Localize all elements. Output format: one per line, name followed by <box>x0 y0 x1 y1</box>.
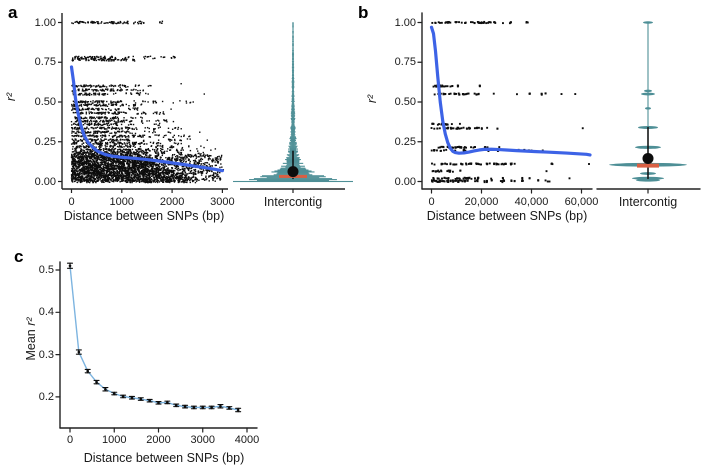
panel-c-x-tick: 3000 <box>190 434 215 446</box>
panel-a-x-axis-label: Distance between SNPs (bp) <box>63 209 225 223</box>
panel-a-label: a <box>8 3 18 22</box>
panel-b-y-tick: 0.00 <box>394 175 416 188</box>
panel-b-x-tick: 20,000 <box>464 196 499 208</box>
panel-a-y-tick: 0.50 <box>34 95 56 108</box>
panel-c-x-tick: 4000 <box>234 434 260 446</box>
panel-a-y-axis-label: r² <box>4 92 18 102</box>
panel-b-y-tick: 0.50 <box>394 95 416 108</box>
panel-c-y-tick: 0.5 <box>38 263 54 276</box>
panel-b-x-tick: 60,000 <box>564 196 599 208</box>
panel-c-x-tick: 0 <box>66 434 74 446</box>
panel-a-x-tick: 3000 <box>210 196 235 208</box>
panel-a-x-tick: 1000 <box>109 196 135 208</box>
panel-b-violin-label: Intercontig <box>618 195 678 209</box>
panel-a-y-tick: 0.75 <box>34 56 56 69</box>
panel-c-y-tick: 0.4 <box>38 306 54 319</box>
panel-b-y-tick: 0.75 <box>394 56 416 69</box>
panel-a-x-tick: 0 <box>68 196 75 208</box>
panel-b-x-tick: 40,000 <box>514 196 549 208</box>
panel-c-x-axis-label: Distance between SNPs (bp) <box>83 451 245 465</box>
panel-c-y-tick: 0.3 <box>38 348 54 361</box>
panel-c-y-axis-label: Mean r² <box>24 317 38 361</box>
panel-b-label: b <box>358 3 369 22</box>
panel-b-x-tick: 0 <box>428 196 435 208</box>
panel-b-y-axis-label: r² <box>365 94 379 104</box>
panel-c-x-tick: 1000 <box>102 434 127 446</box>
panel-c-label: c <box>14 247 24 266</box>
panel-c-y-tick: 0.2 <box>38 390 54 403</box>
panel-a-y-tick: 0.25 <box>34 135 56 148</box>
panel-b-x-axis-label: Distance between SNPs (bp) <box>426 209 588 223</box>
panel-a-y-tick: 0.00 <box>34 175 56 188</box>
panel-c-x-tick: 2000 <box>146 434 171 446</box>
panel-a-y-tick: 1.00 <box>34 16 56 29</box>
panel-b-y-tick: 0.25 <box>394 135 416 148</box>
panel-a-violin-label: Intercontig <box>263 195 323 209</box>
panel-a-x-tick: 2000 <box>159 196 185 208</box>
panel-b-y-tick: 1.00 <box>394 16 416 29</box>
